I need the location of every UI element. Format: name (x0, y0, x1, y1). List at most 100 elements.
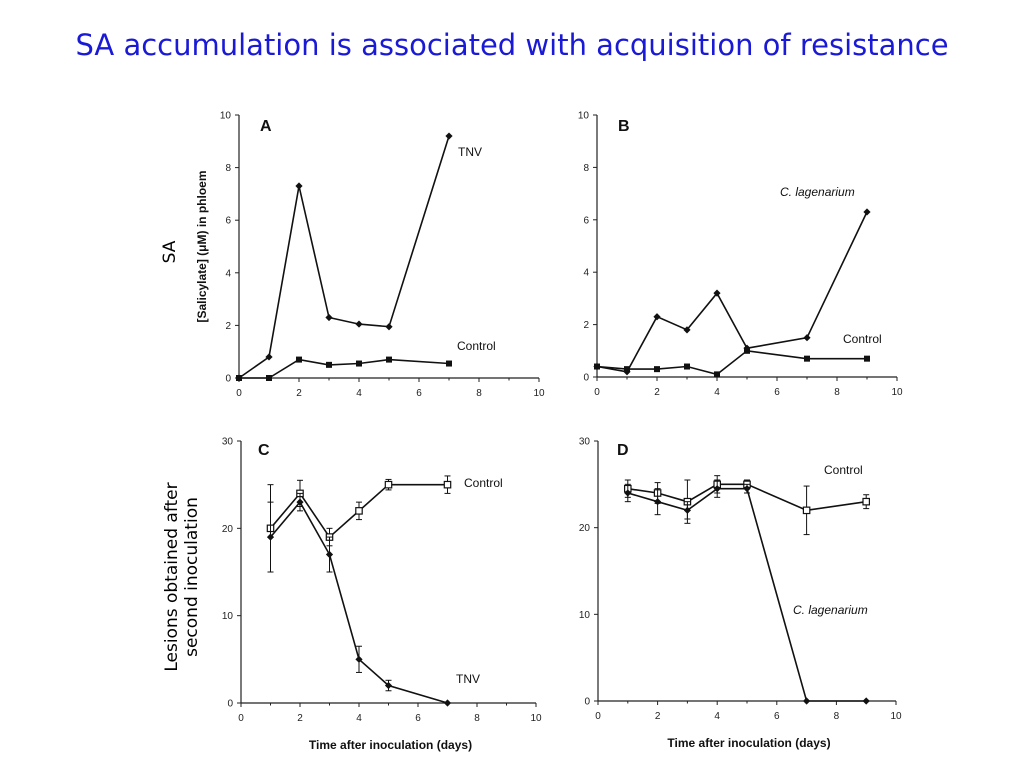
panel-a-x-tick-label: 4 (356, 388, 362, 399)
panel-c: 0 2 4 6 8 10 0 10 20 30 C Time after inoculation (d… (222, 437, 542, 753)
panel-c-x-axis-title: Time after inoculation (days) (309, 738, 472, 752)
panel-b-y-tick-label: 4 (583, 268, 589, 279)
panel-a-y-tick-label: 4 (225, 268, 231, 279)
panel-c-series-tnv-point (384, 681, 393, 690)
panel-b-series-control-point (624, 366, 630, 373)
panel-b-series-c-lagenarium-label: C. lagenarium (780, 185, 855, 199)
panel-d-series-c-lagenarium: C. lagenarium (624, 479, 870, 705)
panel-b-letter: B (618, 118, 630, 135)
panel-a-series-control-point (386, 356, 392, 363)
panel-c-y-tick-label: 20 (222, 524, 234, 535)
panel-b-x-tick-label: 2 (654, 387, 660, 398)
panel-a-series-control-point (326, 361, 332, 368)
panel-c-series-control-point (384, 480, 393, 489)
panel-d-series-control-label: Control (824, 463, 863, 477)
panel-c-x-tick-label: 6 (415, 713, 421, 724)
panel-b-series-control-line (596, 349, 867, 376)
panel-b-series-control-point (594, 363, 600, 370)
panel-c-series-tnv-point (266, 533, 275, 541)
panel-d-x-tick-label: 0 (595, 711, 601, 722)
panel-b-y-tick-label: 8 (583, 163, 589, 174)
panel-a-x-tick-label: 6 (416, 388, 422, 399)
panel-a-series-tnv-line (238, 135, 450, 379)
panel-c-series-tnv-point (325, 550, 334, 559)
panel-d-series-control-point (862, 497, 871, 506)
panel-b-series-c-lagenarium-point (713, 289, 721, 297)
panel-a-series-control-point (236, 375, 242, 381)
panel-b-x-tick-label: 0 (594, 387, 600, 398)
panel-c-series-tnv-line (269, 500, 448, 704)
panel-a-x-tick-label: 0 (236, 388, 242, 399)
panel-b-series-control-point (714, 371, 720, 378)
panel-d-y-tick-label: 10 (579, 610, 591, 621)
panel-b-series-c-lagenarium-point (803, 334, 811, 342)
panel-a-series-tnv-point (445, 132, 453, 140)
panel-a-series-tnv-point (355, 320, 363, 328)
panel-c-x-tick-label: 8 (474, 713, 480, 724)
panel-d-series-c-lagenarium-point (803, 697, 811, 705)
panel-d-y-tick-label: 0 (584, 697, 590, 708)
panel-a-y-tick-label: 6 (225, 216, 231, 227)
panel-c-x-tick-label: 4 (356, 713, 362, 724)
panel-c-series-tnv-label: TNV (456, 672, 480, 686)
panel-d-x-axis-title: Time after inoculation (days) (667, 736, 830, 750)
panel-a-series-tnv-point (325, 313, 333, 322)
panel-b-x-tick-label: 8 (834, 387, 840, 398)
panel-b-series-c-lagenarium-point (683, 326, 691, 334)
panel-a-y-tick-label: 10 (220, 111, 232, 122)
panel-b-series-control: Control (594, 332, 882, 378)
panel-a-series-control-point (266, 375, 272, 381)
panel-a-x-tick-label: 10 (533, 388, 545, 399)
panel-a-series-tnv-point (265, 353, 273, 361)
panel-a-y-tick-label: 2 (225, 321, 231, 332)
panel-d-x-tick-label: 6 (774, 711, 780, 722)
panel-b-series-c-lagenarium-line (596, 211, 868, 373)
panel-c-y-tick-label: 10 (222, 611, 234, 622)
panel-c-series-control: Control (266, 475, 503, 573)
panel-a-x-tick-label: 2 (296, 388, 302, 399)
panel-c-y-tick-label: 30 (222, 437, 234, 448)
panel-b: 0 2 4 6 8 10 0 2 4 6 8 10 B C. lagenarium Control (578, 111, 903, 399)
panel-d-series-c-lagenarium-line (627, 487, 867, 702)
panel-b-series-c-lagenarium-point (863, 208, 871, 216)
panel-d-x-tick-label: 4 (714, 711, 720, 722)
panel-d-series-c-lagenarium-point (862, 697, 870, 705)
panel-b-series-c-lagenarium-point (653, 313, 661, 321)
panel-b-y-tick-label: 0 (583, 373, 589, 384)
panel-b-series-c-lagenarium: C. lagenarium (593, 185, 871, 376)
panel-b-series-control-label: Control (843, 332, 882, 346)
panel-c-series-control-line (269, 483, 448, 539)
panel-a-x-tick-label: 8 (476, 388, 482, 399)
panel-b-series-control-point (744, 347, 750, 354)
panel-a-series-control-point (446, 360, 452, 367)
panel-d-series-control-point (802, 506, 811, 515)
panel-d-series-c-lagenarium-label: C. lagenarium (793, 603, 868, 617)
panel-a-letter: A (260, 118, 272, 135)
panel-d-y-tick-label: 30 (579, 437, 591, 448)
panel-a-series-control-point (356, 360, 362, 367)
panel-a-series-tnv-point (385, 323, 393, 331)
panel-d: 0 2 4 6 8 10 0 10 20 30 D Time after inoculation (d… (579, 437, 902, 751)
panel-b-y-tick-label: 2 (583, 320, 589, 331)
panel-d-letter: D (617, 442, 629, 459)
panel-d-series-c-lagenarium-point (743, 485, 751, 493)
panel-c-series-control-label: Control (464, 476, 503, 490)
panel-b-x-tick-label: 6 (774, 387, 780, 398)
panel-d-series-control: Control (623, 463, 871, 536)
panel-c-series-control-point (443, 480, 452, 489)
panel-b-series-control-point (684, 363, 690, 370)
panel-a-y-axis-title: [Salicylate] (μM) in phloem (195, 170, 209, 322)
panel-d-y-tick-label: 20 (579, 523, 591, 534)
panel-c-series-tnv-point (443, 699, 452, 707)
panel-c-series-tnv: TNV (266, 492, 480, 707)
panel-a-y-tick-label: 0 (225, 374, 231, 385)
panel-a: 0 2 4 6 8 10 0 2 4 6 8 10 A [Salicylate] (μM) in phlo… (195, 111, 545, 400)
panel-c-y-tick-label: 0 (227, 699, 233, 710)
panel-a-series-tnv-point (295, 182, 303, 190)
panel-a-y-tick-label: 8 (225, 163, 231, 174)
panel-c-series-tnv-point (355, 655, 363, 663)
panel-d-series-c-lagenarium-point (654, 498, 662, 506)
panel-b-series-control-point (654, 366, 660, 373)
panel-b-x-tick-label: 4 (714, 387, 720, 398)
panel-b-x-tick-label: 10 (891, 387, 903, 398)
